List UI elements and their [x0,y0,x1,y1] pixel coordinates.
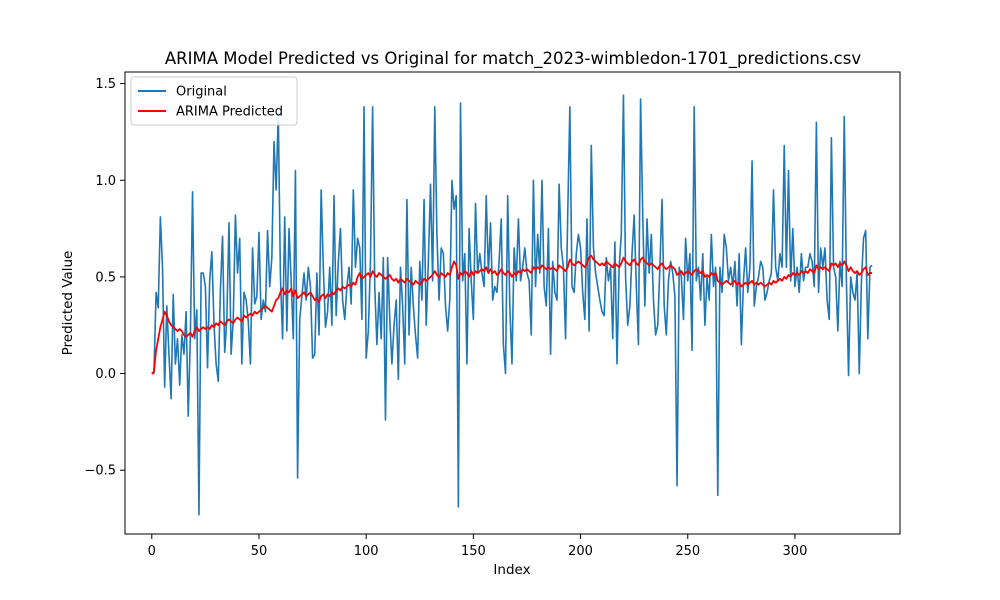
x-axis-label: Index [493,562,530,578]
x-tick-label: 100 [354,544,379,559]
y-tick-label: −0.5 [84,464,116,479]
y-tick-label: 1.5 [95,77,116,92]
y-axis-label: Predicted Value [60,251,76,356]
x-tick-label: 150 [461,544,486,559]
y-tick-label: 0.0 [95,367,116,382]
x-tick-label: 200 [568,544,593,559]
x-tick-label: 250 [675,544,700,559]
x-axis: 0 50 100 150 200 250 300 [148,534,808,559]
legend: Original ARIMA Predicted [130,76,298,126]
legend-label-original: Original [176,85,227,100]
plot-frame [124,71,901,535]
series-layer [151,94,873,516]
y-tick-label: 1.0 [95,174,116,189]
series-line-original [151,94,873,516]
legend-label-arima-predicted: ARIMA Predicted [176,105,283,120]
x-tick-label: 50 [251,544,268,559]
chart-title: ARIMA Model Predicted vs Original for ma… [165,49,861,69]
series-line-arima-predicted [151,254,873,375]
y-tick-label: 0.5 [95,270,116,285]
x-tick-label: 0 [148,544,156,559]
legend-box [130,76,298,126]
y-axis: −0.5 0.0 0.5 1.0 1.5 [84,77,125,479]
x-tick-label: 300 [783,544,808,559]
